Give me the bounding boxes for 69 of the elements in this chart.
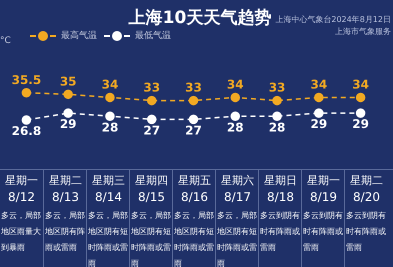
data-label: 34 <box>352 78 369 92</box>
data-label: 29 <box>352 117 369 132</box>
point <box>63 108 73 118</box>
x-tick-label: 8/19 <box>309 190 338 204</box>
data-label: 27 <box>143 123 160 138</box>
text: 多云，局部地区阴有短时阵雨或雷雨 <box>88 209 129 267</box>
data-label: 35.5 <box>12 72 42 87</box>
text: 多云到阴有时有阵雨或雷雨 <box>260 209 301 254</box>
point <box>272 96 282 106</box>
text: 多云，局部地区阴有短时阵雨或雷雨 <box>131 209 172 267</box>
text: 多云到阴有时有阵雨或雷雨 <box>346 209 387 254</box>
x-tick-label: 8/16 <box>180 190 209 204</box>
text: 星期二 <box>48 173 83 188</box>
point <box>314 108 324 118</box>
text: 上海市气象服务 <box>335 26 391 37</box>
point <box>63 90 73 100</box>
data-label: 35 <box>60 74 77 88</box>
point <box>146 96 156 106</box>
data-label: 33 <box>268 80 286 95</box>
data-label: 34 <box>102 78 118 92</box>
point <box>356 92 366 102</box>
data-label: 28 <box>226 120 244 134</box>
data-label: 29 <box>60 117 77 132</box>
x-tick-label: 8/17 <box>223 190 252 204</box>
text: 星期三 <box>91 173 126 188</box>
point <box>22 115 32 125</box>
text: 多云，局部地区阴有阵雨或雷雨 <box>45 209 86 254</box>
point <box>230 111 240 121</box>
x-tick-label: 8/12 <box>7 190 36 204</box>
point <box>105 92 115 102</box>
data-label: 33 <box>143 80 160 95</box>
data-label: 28 <box>268 120 286 134</box>
text: 上海中心气象台2024年8月12日 <box>275 14 391 25</box>
point <box>314 92 324 102</box>
data-label: 28 <box>102 120 118 134</box>
text: 星期四 <box>134 173 169 188</box>
data-label: 34 <box>310 78 328 92</box>
point <box>188 114 198 124</box>
x-tick-label: 8/18 <box>266 190 295 204</box>
data-label: 27 <box>185 123 202 138</box>
text: °C <box>0 36 11 46</box>
point <box>230 92 240 102</box>
text: 多云，局部地区雨量大到暴雨 <box>1 209 42 254</box>
text: 星期五 <box>177 173 212 188</box>
legend-label: 最低气温 <box>135 30 171 42</box>
text: 多云，局部地区阴有短时阵雨或雷雨 <box>217 209 258 267</box>
text: 多云，局部地区阴有短时阵雨或雷雨 <box>174 209 215 267</box>
data-label: 29 <box>310 117 328 132</box>
text: 多云到阴有时有阵雨或雷雨 <box>303 209 344 254</box>
x-tick-label: 8/13 <box>51 190 80 204</box>
text: 星期六 <box>220 173 255 188</box>
x-tick-label: 8/14 <box>94 190 123 204</box>
chart-title: 上海10天天气趋势 <box>128 8 272 28</box>
x-tick-label: 8/20 <box>352 190 381 204</box>
data-label: 34 <box>226 78 244 92</box>
text: 星期二 <box>349 173 384 188</box>
text: 星期日 <box>263 173 298 188</box>
point <box>188 96 198 106</box>
data-label: 33 <box>185 80 202 95</box>
legend-label: 最高气温 <box>61 30 97 42</box>
data-label: 26.8 <box>12 124 42 138</box>
text: 星期一 <box>4 173 39 188</box>
point <box>22 88 32 98</box>
point <box>105 111 115 121</box>
point <box>146 114 156 124</box>
point <box>272 111 282 121</box>
x-tick-label: 8/15 <box>137 190 166 204</box>
text: 星期一 <box>306 173 341 188</box>
point <box>356 108 366 118</box>
